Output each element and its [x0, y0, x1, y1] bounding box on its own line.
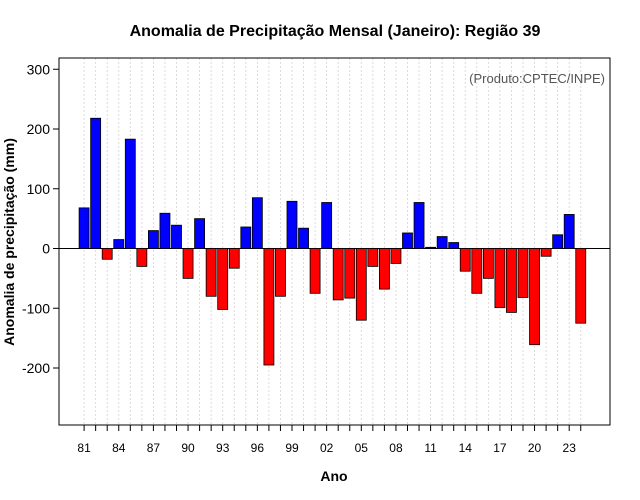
bar-83 [101, 248, 113, 260]
bar-02 [321, 202, 333, 249]
x-tick-label: 81 [77, 441, 91, 455]
bar-85 [124, 138, 136, 249]
x-tick-label: 87 [147, 441, 161, 455]
bar-11 [425, 246, 437, 249]
bar-93 [217, 248, 229, 310]
y-tick-label: 100 [27, 181, 51, 197]
y-axis-ticks: -200 -100 0 100 200 300 [22, 61, 59, 376]
x-tick-label: 14 [459, 441, 473, 455]
bar-13 [448, 242, 460, 249]
bar-05 [355, 248, 367, 321]
bar-24 [575, 248, 587, 324]
x-tick-label: 96 [251, 441, 265, 455]
bar-16 [482, 248, 494, 279]
bar-09 [402, 232, 413, 249]
y-tick-label: 300 [27, 61, 51, 77]
bar-12 [436, 236, 448, 249]
bar-98 [275, 248, 286, 297]
plot-frame [58, 57, 611, 426]
x-axis-ticks: 81 84 87 90 93 96 99 02 05 08 11 14 17 20 23 [77, 425, 582, 455]
bar-92 [205, 248, 217, 297]
bar-19 [517, 248, 529, 298]
bar-95 [240, 226, 252, 249]
x-tick-label: 05 [355, 441, 369, 455]
bar-87 [147, 230, 159, 249]
bar-23 [563, 214, 575, 249]
bar-97 [263, 248, 275, 366]
bar-07 [378, 248, 390, 290]
bar-99 [286, 200, 298, 249]
bar-89 [171, 224, 182, 249]
bar-88 [159, 212, 171, 249]
credit-text: (Produto:CPTEC/INPE) [469, 71, 605, 86]
x-tick-label: 08 [389, 441, 403, 455]
bar-04 [344, 248, 356, 299]
bar-90 [182, 248, 194, 279]
x-tick-label: 23 [563, 441, 577, 455]
bar-22 [552, 234, 564, 249]
y-axis-label: Anomalia de precipitação (mm) [1, 138, 17, 346]
bar-03 [332, 248, 344, 301]
bar-91 [194, 218, 206, 249]
x-tick-label: 11 [424, 441, 437, 455]
bar-96 [251, 197, 263, 249]
x-tick-label: 99 [285, 441, 299, 455]
bar-82 [90, 117, 102, 249]
x-tick-label: 20 [528, 441, 542, 455]
x-tick-label: 90 [181, 441, 195, 455]
y-tick-label: -100 [22, 300, 50, 316]
bar-08 [390, 248, 402, 264]
bar-14 [459, 248, 471, 272]
bar-94 [228, 248, 240, 269]
chart-title: Anomalia de Precipitação Mensal (Janeiro… [130, 23, 541, 40]
bar-20 [529, 248, 540, 346]
bars [78, 117, 587, 366]
y-tick-label: -200 [22, 360, 50, 376]
bar-84 [113, 239, 125, 249]
bar-81 [78, 207, 90, 249]
bar-15 [471, 248, 483, 294]
y-tick-label: 0 [42, 241, 50, 257]
bar-01 [309, 248, 321, 294]
y-tick-label: 200 [27, 121, 51, 137]
bar-21 [540, 248, 552, 257]
bar-18 [506, 248, 517, 313]
x-tick-label: 84 [112, 441, 126, 455]
bar-86 [136, 248, 148, 267]
bar-06 [367, 248, 379, 267]
x-tick-label: 17 [493, 441, 507, 455]
bar-17 [494, 248, 506, 309]
x-tick-label: 02 [320, 441, 334, 455]
x-tick-label: 93 [216, 441, 230, 455]
bar-00 [298, 227, 309, 249]
x-axis-label: Ano [320, 468, 347, 484]
bar-10 [413, 202, 425, 249]
